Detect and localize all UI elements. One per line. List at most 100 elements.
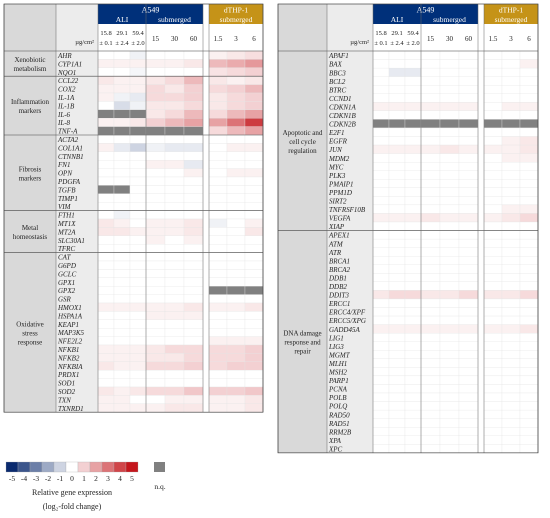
heatmap-cell bbox=[439, 170, 460, 180]
group-label: Apoptotic and cell cycle regulation bbox=[283, 129, 323, 155]
heatmap-cell bbox=[404, 273, 422, 282]
heatmap-cell bbox=[372, 161, 390, 171]
heatmap-cell bbox=[439, 367, 460, 377]
heatmap-cell bbox=[113, 193, 131, 203]
heatmap-cell bbox=[244, 311, 264, 320]
heatmap-cell bbox=[208, 143, 228, 152]
heatmap-cell bbox=[97, 319, 115, 329]
heatmap-cell bbox=[244, 286, 264, 295]
heatmap-cell bbox=[145, 311, 166, 320]
gene-label: PRDX1 bbox=[57, 371, 79, 379]
heatmap-cell bbox=[519, 324, 539, 334]
heatmap-cell bbox=[145, 302, 166, 312]
heatmap-cell bbox=[129, 151, 147, 161]
heatmap-cell bbox=[519, 418, 539, 428]
heatmap-cell bbox=[458, 230, 479, 240]
heatmap-cell bbox=[420, 161, 441, 171]
heatmap-cell bbox=[404, 350, 422, 359]
heatmap-cell bbox=[226, 109, 246, 119]
heatmap-cell bbox=[483, 187, 503, 197]
heatmap-cell bbox=[244, 218, 264, 228]
heatmap-cell bbox=[483, 76, 503, 86]
gene-label: MDM2 bbox=[328, 155, 350, 163]
heatmap-cell bbox=[439, 119, 460, 129]
heatmap-cell bbox=[208, 336, 228, 346]
heatmap-cell bbox=[404, 290, 422, 300]
heatmap-cell bbox=[113, 109, 131, 119]
gene-label: AHR bbox=[57, 52, 72, 60]
heatmap-cell bbox=[519, 230, 539, 240]
heatmap-cell bbox=[164, 218, 185, 228]
heatmap-cell bbox=[244, 344, 264, 354]
heatmap-cell bbox=[388, 127, 406, 137]
heatmap-cell bbox=[519, 187, 539, 197]
heatmap-cell bbox=[145, 235, 166, 245]
heatmap-cell bbox=[129, 378, 147, 388]
heatmap-cell bbox=[501, 179, 521, 188]
gene-label: HSPA1A bbox=[57, 312, 83, 320]
heatmap-cell bbox=[483, 230, 503, 240]
heatmap-cell bbox=[145, 227, 166, 236]
heatmap-cell bbox=[145, 76, 166, 85]
heatmap-cell bbox=[501, 196, 521, 206]
heatmap-cell bbox=[404, 179, 422, 188]
gene-label: COL1A1 bbox=[58, 144, 83, 152]
heatmap-cell bbox=[164, 202, 185, 211]
heatmap-cell bbox=[501, 136, 521, 146]
heatmap-cell bbox=[439, 256, 460, 265]
heatmap-cell bbox=[388, 187, 406, 197]
heatmap-cell bbox=[129, 168, 147, 178]
heatmap-cell bbox=[183, 193, 204, 203]
heatmap-cell bbox=[372, 444, 390, 453]
heatmap-cell bbox=[420, 230, 441, 240]
heatmap-cell bbox=[420, 273, 441, 282]
left-dose-sd-label: ± 2.4 bbox=[115, 40, 129, 47]
gene-label: CTNNB1 bbox=[58, 153, 84, 161]
gene-label: SOD1 bbox=[58, 380, 75, 388]
gene-label: POLB bbox=[328, 394, 347, 402]
heatmap-cell bbox=[483, 119, 503, 129]
heatmap-cell bbox=[97, 302, 115, 312]
heatmap-cell bbox=[458, 256, 479, 265]
heatmap-cell bbox=[244, 269, 264, 278]
heatmap-cell bbox=[208, 202, 228, 211]
heatmap-cell bbox=[519, 256, 539, 265]
heatmap-cell bbox=[420, 144, 441, 154]
heatmap-cell bbox=[97, 344, 115, 354]
heatmap-cell bbox=[183, 294, 204, 304]
gene-label: NFE2L2 bbox=[57, 338, 83, 346]
heatmap-cell bbox=[226, 244, 246, 253]
heatmap-cell bbox=[97, 403, 115, 413]
heatmap-cell bbox=[483, 238, 503, 248]
left-dose-label: 30 bbox=[171, 35, 179, 43]
heatmap-cell bbox=[519, 221, 539, 231]
heatmap-cell bbox=[244, 328, 264, 337]
heatmap-cell bbox=[183, 244, 204, 253]
heatmap-cell bbox=[113, 84, 131, 94]
heatmap-cell bbox=[439, 93, 460, 103]
gene-label: ATM bbox=[328, 240, 344, 248]
heatmap-cell bbox=[113, 210, 131, 220]
group-label: Xenobiotic metabolism bbox=[14, 56, 47, 73]
heatmap-cell bbox=[439, 179, 460, 188]
heatmap-cell bbox=[145, 101, 166, 110]
heatmap-cell bbox=[244, 244, 264, 253]
gene-label: CDKN1B bbox=[329, 112, 357, 120]
heatmap-cell bbox=[164, 403, 185, 413]
heatmap-cell bbox=[97, 185, 115, 194]
heatmap-cell bbox=[501, 264, 521, 274]
heatmap-cell bbox=[372, 93, 390, 103]
heatmap-cell bbox=[97, 134, 115, 144]
heatmap-cell bbox=[183, 328, 204, 337]
heatmap-cell bbox=[439, 332, 460, 342]
heatmap-cell bbox=[244, 160, 264, 169]
left-dose-label: 1.5 bbox=[214, 35, 223, 43]
heatmap-cell bbox=[164, 92, 185, 102]
gene-label: GPX1 bbox=[58, 279, 75, 287]
heatmap-cell bbox=[164, 50, 185, 60]
heatmap-cell bbox=[97, 311, 115, 320]
heatmap-cell bbox=[97, 202, 115, 211]
heatmap-cell bbox=[439, 136, 460, 146]
gene-label: VEGFA bbox=[329, 215, 351, 223]
heatmap-cell bbox=[183, 344, 204, 354]
